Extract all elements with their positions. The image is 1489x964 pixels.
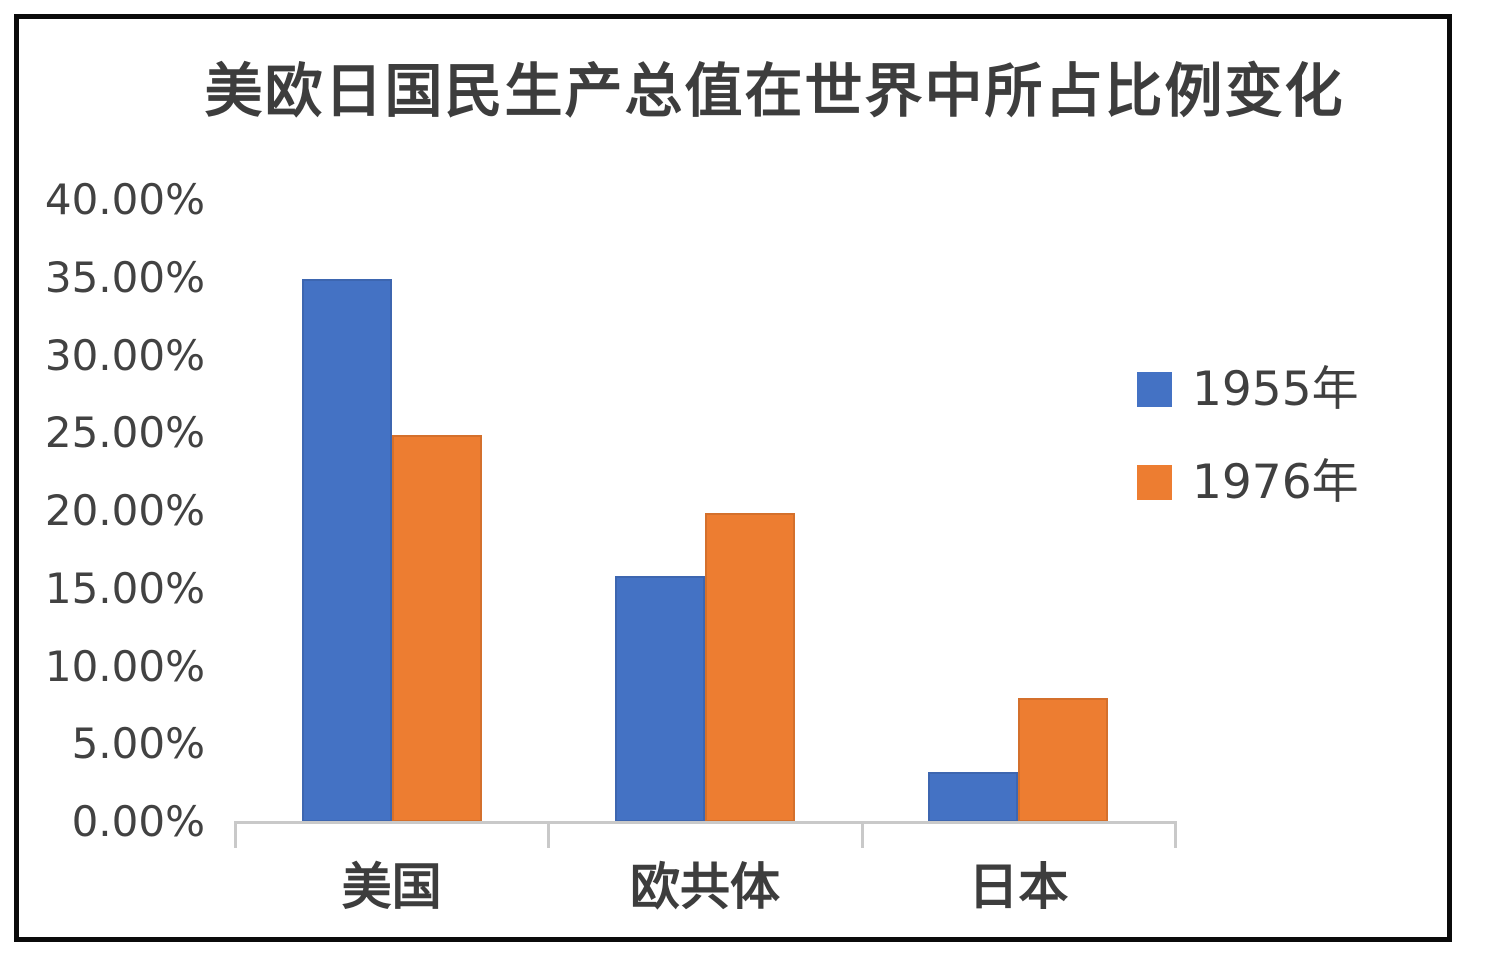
legend-label: 1976年 [1192, 455, 1359, 510]
y-axis-tick-label: 5.00% [71, 719, 205, 769]
bar-1976年-欧共体 [705, 512, 795, 822]
legend-item-1976年: 1976年 [1137, 459, 1359, 506]
legend-swatch-icon [1137, 465, 1172, 500]
y-axis-tick-label: 30.00% [44, 330, 205, 380]
x-axis-tick-mark [860, 821, 864, 848]
bar-1976年-美国 [391, 434, 482, 822]
y-axis-tick-label: 10.00% [44, 641, 205, 691]
legend-swatch-icon [1137, 372, 1172, 407]
x-axis-category-label: 欧共体 [630, 858, 780, 916]
legend-label: 1955年 [1192, 362, 1359, 417]
chart-title: 美欧日国民生产总值在世界中所占比例变化 [204, 57, 1345, 125]
x-axis-category-label: 日本 [968, 858, 1069, 916]
y-axis-tick-label: 15.00% [44, 563, 205, 613]
x-axis-tick-mark [234, 821, 237, 848]
bar-1976年-日本 [1018, 697, 1109, 822]
x-axis-category-label: 美国 [341, 858, 442, 916]
legend: 1955年 1976年 [1137, 366, 1359, 506]
y-axis-tick-label: 0.00% [71, 797, 205, 846]
x-axis-line [235, 821, 1175, 824]
y-axis-tick-label: 40.00% [44, 175, 205, 224]
x-axis-tick-mark [547, 821, 551, 848]
bar-1955年-日本 [928, 772, 1019, 822]
bar-1955年-美国 [301, 279, 392, 822]
x-axis-tick-mark [1174, 821, 1177, 848]
bar-1955年-欧共体 [615, 576, 705, 822]
y-axis-tick-label: 35.00% [44, 252, 205, 302]
legend-item-1955年: 1955年 [1137, 366, 1359, 413]
y-axis-tick-label: 20.00% [44, 486, 205, 535]
y-axis-tick-label: 25.00% [44, 408, 205, 458]
